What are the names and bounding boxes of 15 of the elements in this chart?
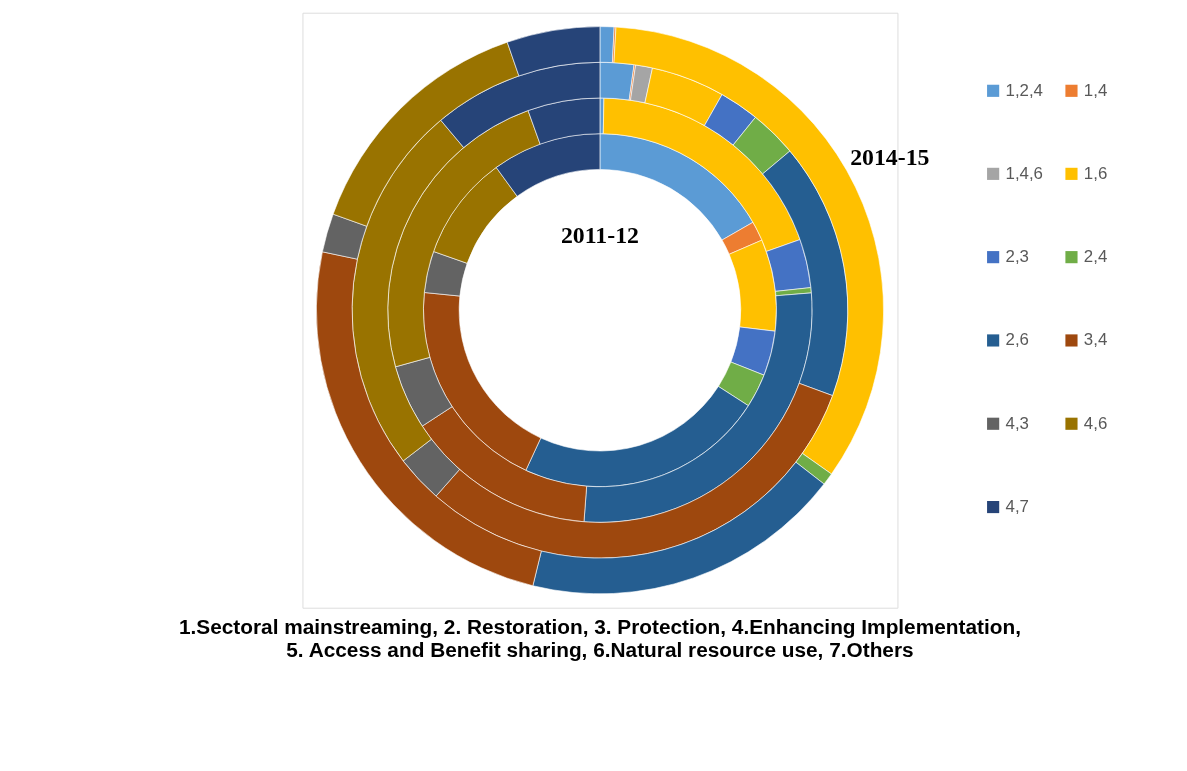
slice-label: 2011-12 [560,221,639,248]
text: 5. Access and Benefit sharing, 6.Natural resource use, 7.Others [286,638,914,662]
legend-label: 3,4 [1083,330,1108,350]
legend-label: 1,4,6 [1005,163,1043,183]
slice-label: 2014-15 [850,144,930,171]
legend-label: 2,3 [1005,247,1029,267]
legend-label: 1,2,4 [1005,80,1043,100]
legend-label: 2,6 [1005,330,1029,350]
legend-label: 4,6 [1083,413,1108,433]
legend-label: 1,6 [1083,163,1108,183]
legend-label: 1,4 [1083,80,1108,100]
legend-label: 2,4 [1083,247,1108,267]
legend-label: 4,7 [1005,497,1029,516]
text: 1.Sectoral mainstreaming, 2. Restoration, 3. Protection, 4.Enhancing Implementation, [178,615,1021,639]
legend-label: 4,3 [1005,413,1029,433]
